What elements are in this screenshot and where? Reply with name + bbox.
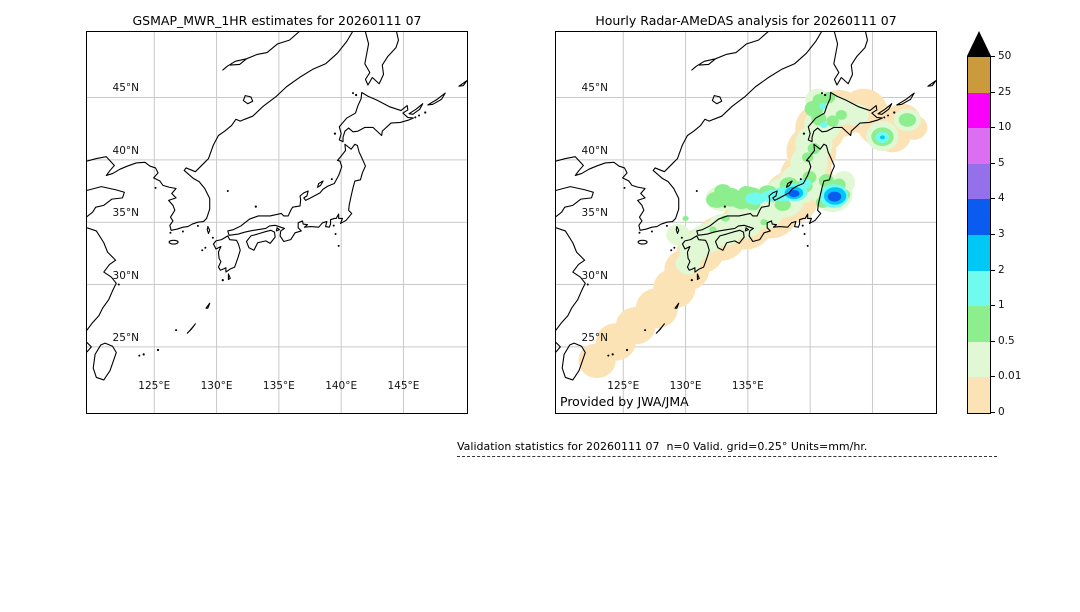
colorbar-tick-label: 50: [998, 50, 1012, 62]
coastline-hokkaido: [339, 92, 413, 141]
colorbar-tickmark: [991, 162, 995, 164]
radar-panel-title: Hourly Radar-AMeDAS analysis for 2026011…: [595, 13, 897, 28]
precip-cell-1-2: [745, 192, 766, 205]
colorbar-tickmark: [991, 234, 995, 235]
island-dots: [117, 92, 427, 357]
colorbar-segment: [968, 57, 990, 93]
lake-khanka: [243, 96, 252, 104]
coastline-sakhalin: [365, 32, 399, 85]
precip-cell-0.5-1: [774, 198, 791, 211]
coastline-kuril-islands: [409, 81, 467, 115]
colorbar-tickmark: [991, 376, 995, 378]
colorbar-tick-label: 0: [998, 406, 1005, 418]
colorbar-segment: [968, 163, 990, 200]
colorbar-tickmark: [991, 56, 995, 57]
colorbar-segment: [968, 128, 990, 164]
coastline-honshu: [228, 144, 366, 241]
gsmap-panel-title: GSMAP_MWR_1HR estimates for 20260111 07: [132, 13, 422, 28]
precip-cell-3-4: [827, 191, 842, 202]
colorbar-segment: [968, 270, 990, 307]
precip-cell-0.5-1: [760, 219, 768, 226]
precip-cell-1-2: [820, 121, 828, 129]
map-canvas: [87, 32, 467, 413]
colorbar-segment: [968, 199, 990, 235]
colorbar-tickmark: [991, 198, 995, 200]
island-jeju: [169, 240, 178, 244]
precip-cell-1-2: [818, 103, 827, 110]
precip-cell-1-2: [798, 178, 812, 189]
colorbar-tick-label: 4: [998, 192, 1005, 205]
colorbar-tickmark: [991, 412, 995, 413]
colorbar-segment: [968, 306, 990, 342]
colorbar-segment: [968, 377, 990, 413]
radar-map-panel: Provided by JWA/JMA 125°E 130°E 135°E 45°N 4…: [555, 31, 937, 414]
coastline-shikoku: [246, 230, 275, 250]
colorbar-overflow-arrow: [967, 31, 991, 56]
colorbar-tick-label: 2: [998, 263, 1005, 276]
coastline-asia-mainland: [87, 32, 352, 230]
map-canvas: [556, 32, 936, 413]
coastline-shandong: [87, 187, 124, 217]
coastline-small-islands: [187, 181, 323, 333]
colorbar-tick-label: 0.01: [998, 370, 1022, 383]
colorbar-segment: [968, 92, 990, 129]
colorbar-tick-label: 3: [998, 228, 1005, 240]
precip-cell-3-4: [788, 190, 800, 197]
colorbar-tickmark: [991, 305, 995, 307]
precip-cell-0.5-1: [835, 109, 847, 120]
colorbar-tick-label: 25: [998, 85, 1012, 98]
credit-text: Provided by JWA/JMA: [560, 394, 689, 409]
validation-stats-text: Validation statistics for 20260111 07 n=…: [457, 440, 868, 453]
precip-layer: [578, 88, 928, 379]
colorbar-tickmark: [991, 127, 995, 129]
colorbar-segment: [968, 341, 990, 378]
colorbar-tick-label: 0.5: [998, 334, 1015, 347]
precip-cell-0.01-0.5: [843, 103, 869, 127]
coastline-east-china: [87, 228, 116, 352]
precip-cell-0.5-1: [714, 184, 732, 198]
colorbar-tickmark: [991, 91, 995, 93]
colorbar-tickmark: [991, 340, 995, 342]
colorbar-tick-label: 5: [998, 156, 1005, 169]
coastline-taiwan: [93, 343, 116, 380]
colorbar-tick-label: 1: [998, 299, 1005, 312]
precip-cell-2-3: [879, 135, 885, 140]
colorbar-tickmark: [991, 269, 995, 271]
colorbar-segment: [968, 234, 990, 271]
colorbar: [967, 56, 991, 414]
grid-lines: [87, 32, 467, 413]
river-amur: [223, 32, 299, 70]
colorbar-tick-label: 10: [998, 121, 1012, 134]
coastline-kyushu: [213, 236, 240, 272]
precip-cell-0.5-1: [682, 215, 689, 221]
precip-cell-0.5-1: [709, 226, 717, 233]
gsmap-map-panel: 125°E 130°E 135°E 140°E 145°E 45°N 40°N 35°N 30°…: [86, 31, 468, 414]
precip-cell-0.01-0.5: [666, 224, 690, 246]
precip-cell-0.5-1: [898, 113, 917, 127]
coastlines: [87, 32, 467, 380]
footer-dashed-rule: [457, 456, 997, 457]
precip-cell-0.5-1: [826, 115, 839, 127]
